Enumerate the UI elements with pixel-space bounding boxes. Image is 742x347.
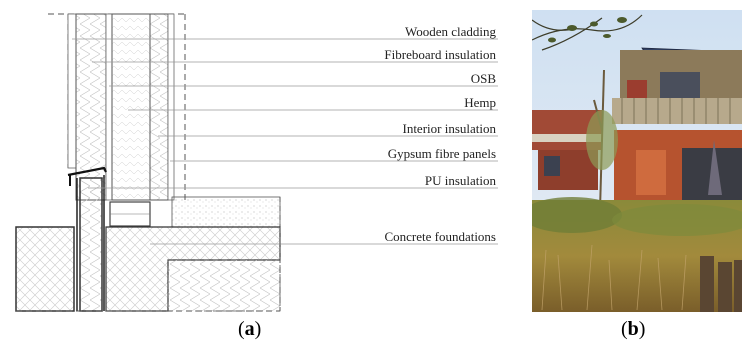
building-photo [532, 10, 742, 312]
caption-b-close: ) [638, 318, 646, 340]
label-fibreboard-insulation: Fibreboard insulation [384, 47, 496, 62]
caption-a-open: ( [238, 318, 245, 340]
label-concrete-foundations: Concrete foundations [384, 229, 496, 244]
wall-layers [48, 13, 281, 312]
label-osb: OSB [471, 71, 497, 86]
label-interior-insulation: Interior insulation [402, 121, 496, 136]
label-hemp: Hemp [464, 95, 496, 110]
label-wooden-cladding: Wooden cladding [405, 24, 497, 39]
caption-b: (b) [621, 318, 645, 341]
caption-a-close: ) [254, 318, 262, 340]
caption-a: (a) [238, 318, 261, 341]
leader-lines [72, 38, 498, 245]
caption-b-open: ( [621, 318, 628, 340]
label-pu-insulation: PU insulation [425, 173, 497, 188]
caption-a-letter: a [244, 318, 255, 340]
layer-labels: Wooden cladding Fibreboard insulation OS… [384, 24, 496, 244]
concrete-foundation [15, 226, 281, 312]
caption-b-letter: b [627, 318, 639, 340]
label-gypsum-fibre-panels: Gypsum fibre panels [388, 146, 496, 161]
